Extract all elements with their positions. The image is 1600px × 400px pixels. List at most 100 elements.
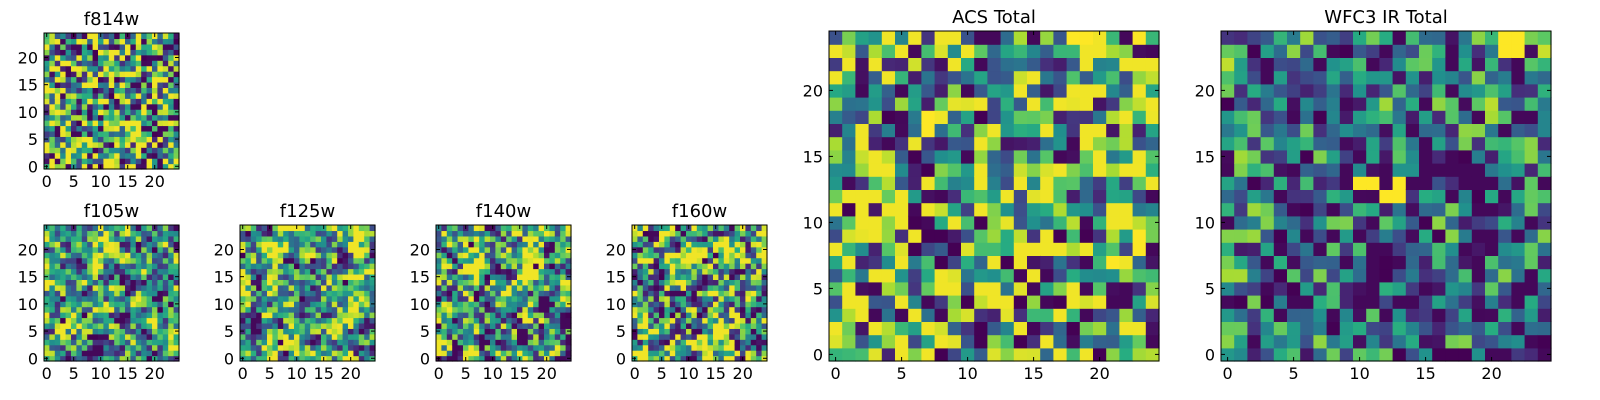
heatmap-cell (441, 350, 448, 357)
heatmap-cell (1419, 163, 1433, 177)
heatmap-cell (267, 322, 273, 329)
heatmap-cell (473, 317, 480, 324)
heatmap-cell (750, 257, 757, 264)
heatmap-cell (517, 257, 523, 264)
heatmap-cell (125, 92, 131, 99)
heatmap-cell (310, 295, 317, 302)
heatmap-cell (49, 49, 56, 56)
heatmap-cell (1366, 255, 1380, 270)
heatmap-cell (538, 333, 545, 340)
heatmap-cell (1093, 70, 1107, 85)
heatmap-cell (146, 284, 153, 291)
heatmap-cell (653, 306, 660, 313)
heatmap-cell (65, 54, 72, 61)
heatmap-cell (157, 158, 164, 165)
heatmap-cell (108, 339, 115, 346)
heatmap-cell (54, 301, 61, 308)
heatmap-cell (908, 189, 922, 204)
heatmap-cell (250, 355, 257, 362)
heatmap-cell (756, 235, 763, 242)
heatmap-cell (152, 273, 158, 280)
heatmap-cell (490, 273, 496, 280)
heatmap-cell (1145, 189, 1160, 204)
heatmap-cell (337, 273, 344, 280)
heatmap-cell (1419, 242, 1433, 256)
heatmap-cell (1379, 176, 1394, 190)
heatmap-cell (353, 328, 360, 335)
heatmap-cell (92, 241, 99, 248)
heatmap-cell (895, 31, 909, 45)
heatmap-cell (87, 87, 94, 94)
heatmap-cell (162, 158, 169, 165)
heatmap-cell (648, 350, 655, 357)
heatmap-cell (49, 114, 56, 121)
heatmap-cell (473, 322, 480, 329)
heatmap-cell (87, 136, 94, 143)
heatmap-cell (1260, 163, 1275, 177)
heatmap-cell (855, 281, 870, 296)
heatmap-cell (92, 333, 99, 340)
heatmap-cell (565, 333, 572, 340)
heatmap-cell (1339, 202, 1354, 217)
heatmap-cell (495, 290, 502, 297)
heatmap-cell (511, 344, 518, 351)
heatmap-cell (81, 147, 88, 154)
heatmap-cell (81, 92, 88, 99)
heatmap-cell (554, 230, 561, 237)
heatmap-cell (511, 322, 518, 329)
heatmap-cell (1353, 110, 1367, 124)
heatmap-cell (103, 120, 110, 127)
heatmap-cell (1419, 202, 1433, 217)
heatmap-cell (108, 130, 115, 137)
heatmap-cell (321, 268, 327, 275)
heatmap-cell (168, 103, 175, 110)
heatmap-cell (1093, 123, 1107, 138)
heatmap-cell (723, 263, 730, 270)
heatmap-cell (680, 257, 687, 264)
heatmap-cell (245, 225, 252, 232)
heatmap-cell (353, 273, 360, 280)
heatmap-cell (1326, 149, 1341, 164)
heatmap-cell (908, 268, 922, 283)
heatmap-cell (65, 147, 72, 154)
heatmap-cell (348, 252, 354, 259)
heatmap-cell (1366, 189, 1380, 204)
heatmap-cell (299, 279, 306, 286)
heatmap-cell (511, 339, 518, 346)
heatmap-cell (130, 163, 137, 170)
heatmap-cell (157, 273, 164, 280)
heatmap-cell (92, 257, 99, 264)
heatmap-cell (71, 81, 77, 88)
heatmap-cell (81, 268, 88, 275)
heatmap-cell (653, 295, 660, 302)
heatmap-cell (261, 306, 268, 313)
heatmap-cell (1524, 163, 1539, 177)
heatmap-cell (1273, 321, 1288, 336)
heatmap-cell (637, 306, 644, 313)
heatmap-cell (1027, 229, 1041, 243)
heatmap-cell (544, 252, 550, 259)
heatmap-cell (527, 290, 534, 297)
heatmap-cell (947, 31, 962, 45)
heatmap-cell (1392, 176, 1407, 190)
heatmap-cell (881, 163, 896, 177)
heatmap-cell (108, 306, 115, 313)
heatmap-cell (1419, 347, 1433, 362)
heatmap-cell (283, 284, 290, 291)
heatmap-cell (76, 65, 83, 72)
heatmap-cell (272, 225, 279, 232)
heatmap-cell (718, 268, 725, 275)
heatmap-cell (921, 321, 936, 336)
heatmap-cell (76, 295, 83, 302)
heatmap-cell (114, 43, 121, 50)
heatmap-cell (157, 136, 164, 143)
heatmap-cell (267, 246, 273, 253)
heatmap-cell (1093, 189, 1107, 204)
heatmap-cell (157, 130, 164, 137)
heatmap-cell (637, 295, 644, 302)
heatmap-cell (87, 350, 94, 357)
heatmap-cell (1445, 281, 1460, 296)
heatmap-cell (1392, 242, 1407, 256)
heatmap-cell (829, 136, 843, 151)
heatmap-cell (157, 295, 164, 302)
